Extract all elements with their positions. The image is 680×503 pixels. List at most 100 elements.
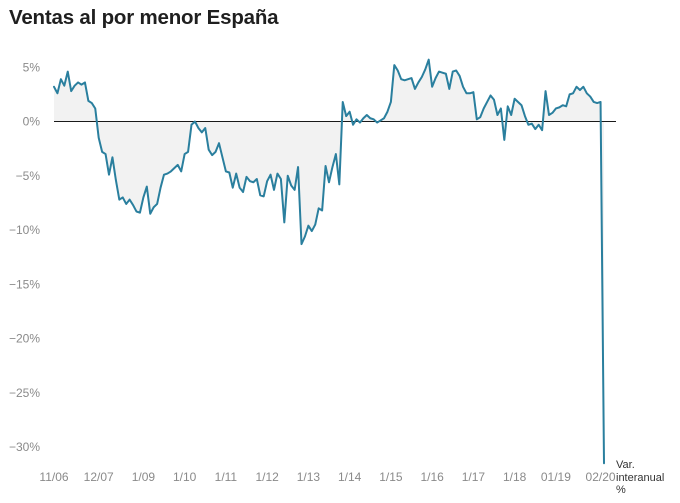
data-point — [270, 174, 272, 176]
data-point — [180, 170, 182, 172]
data-point — [551, 112, 553, 114]
data-point — [218, 142, 220, 144]
data-point — [132, 204, 134, 206]
data-point — [507, 105, 509, 107]
data-point — [390, 101, 392, 103]
data-point — [510, 114, 512, 116]
y-tick-label: −20% — [9, 332, 40, 346]
data-point — [173, 167, 175, 169]
data-point — [338, 183, 340, 185]
data-point — [118, 199, 120, 201]
data-point — [349, 111, 351, 113]
data-point — [342, 101, 344, 103]
data-point — [70, 90, 72, 92]
data-point — [486, 101, 488, 103]
data-point — [194, 121, 196, 123]
data-point — [479, 116, 481, 118]
data-point — [500, 107, 502, 109]
x-tick-label: 1/18 — [503, 470, 527, 484]
data-point — [101, 151, 103, 153]
data-point — [596, 102, 598, 104]
data-point — [562, 104, 564, 106]
data-point — [431, 86, 433, 88]
data-point — [538, 124, 540, 126]
data-point — [521, 104, 523, 106]
x-tick-label: 11/06 — [39, 470, 68, 484]
data-point — [111, 156, 113, 158]
data-point — [586, 92, 588, 94]
data-point — [287, 175, 289, 177]
data-point — [335, 153, 337, 155]
data-point — [67, 71, 69, 73]
y-tick-label: −5% — [16, 169, 41, 183]
data-point — [445, 73, 447, 75]
data-point — [87, 100, 89, 102]
data-point — [469, 92, 471, 94]
data-point — [166, 173, 168, 175]
data-point — [407, 78, 409, 80]
data-point — [524, 115, 526, 117]
data-point — [534, 128, 536, 130]
y-tick-label: 0% — [23, 115, 41, 129]
data-point — [576, 86, 578, 88]
data-point — [404, 79, 406, 81]
x-tick-label: 1/12 — [255, 470, 279, 484]
data-point — [490, 94, 492, 96]
data-point — [301, 243, 303, 245]
data-point — [352, 124, 354, 126]
data-point — [565, 105, 567, 107]
data-point — [383, 117, 385, 119]
data-point — [201, 131, 203, 133]
data-point — [455, 70, 457, 72]
data-point — [177, 164, 179, 166]
data-point — [483, 107, 485, 109]
area-fill — [54, 59, 604, 464]
x-axis-ticks: 11/06 12/07 1/09 1/10 1/11 1/12 1/13 1/14 1/15 1/… — [39, 470, 615, 484]
data-point — [569, 93, 571, 95]
data-point — [197, 127, 199, 129]
data-point — [239, 187, 241, 189]
data-point — [290, 185, 292, 187]
data-point — [304, 236, 306, 238]
data-point — [98, 137, 100, 139]
data-point — [424, 68, 426, 70]
data-point — [603, 462, 605, 464]
x-tick-label: 1/13 — [297, 470, 321, 484]
y-tick-label: −25% — [9, 386, 40, 400]
data-point — [263, 195, 265, 197]
unit-line-3: % — [616, 484, 626, 496]
data-point — [136, 211, 138, 213]
data-point — [249, 180, 251, 182]
data-point — [156, 203, 158, 205]
data-point — [345, 115, 347, 117]
data-point — [441, 72, 443, 74]
data-point — [321, 209, 323, 211]
x-tick-label: 1/17 — [462, 470, 486, 484]
data-point — [466, 92, 468, 94]
data-point — [225, 170, 227, 172]
data-point — [400, 78, 402, 80]
data-point — [531, 123, 533, 125]
data-point — [435, 77, 437, 79]
data-point — [160, 187, 162, 189]
data-point — [579, 89, 581, 91]
x-tick-label: 1/14 — [338, 470, 362, 484]
data-point — [527, 124, 529, 126]
data-point — [122, 196, 124, 198]
data-point — [283, 221, 285, 223]
data-point — [311, 230, 313, 232]
data-point — [314, 224, 316, 226]
data-point — [380, 119, 382, 121]
data-point — [318, 207, 320, 209]
data-point — [204, 127, 206, 129]
data-point — [325, 165, 327, 167]
data-point — [393, 64, 395, 66]
data-point — [211, 154, 213, 156]
data-point — [558, 106, 560, 108]
data-point — [294, 189, 296, 191]
data-point — [397, 70, 399, 72]
data-point — [266, 180, 268, 182]
data-point — [297, 166, 299, 168]
data-point — [366, 114, 368, 116]
